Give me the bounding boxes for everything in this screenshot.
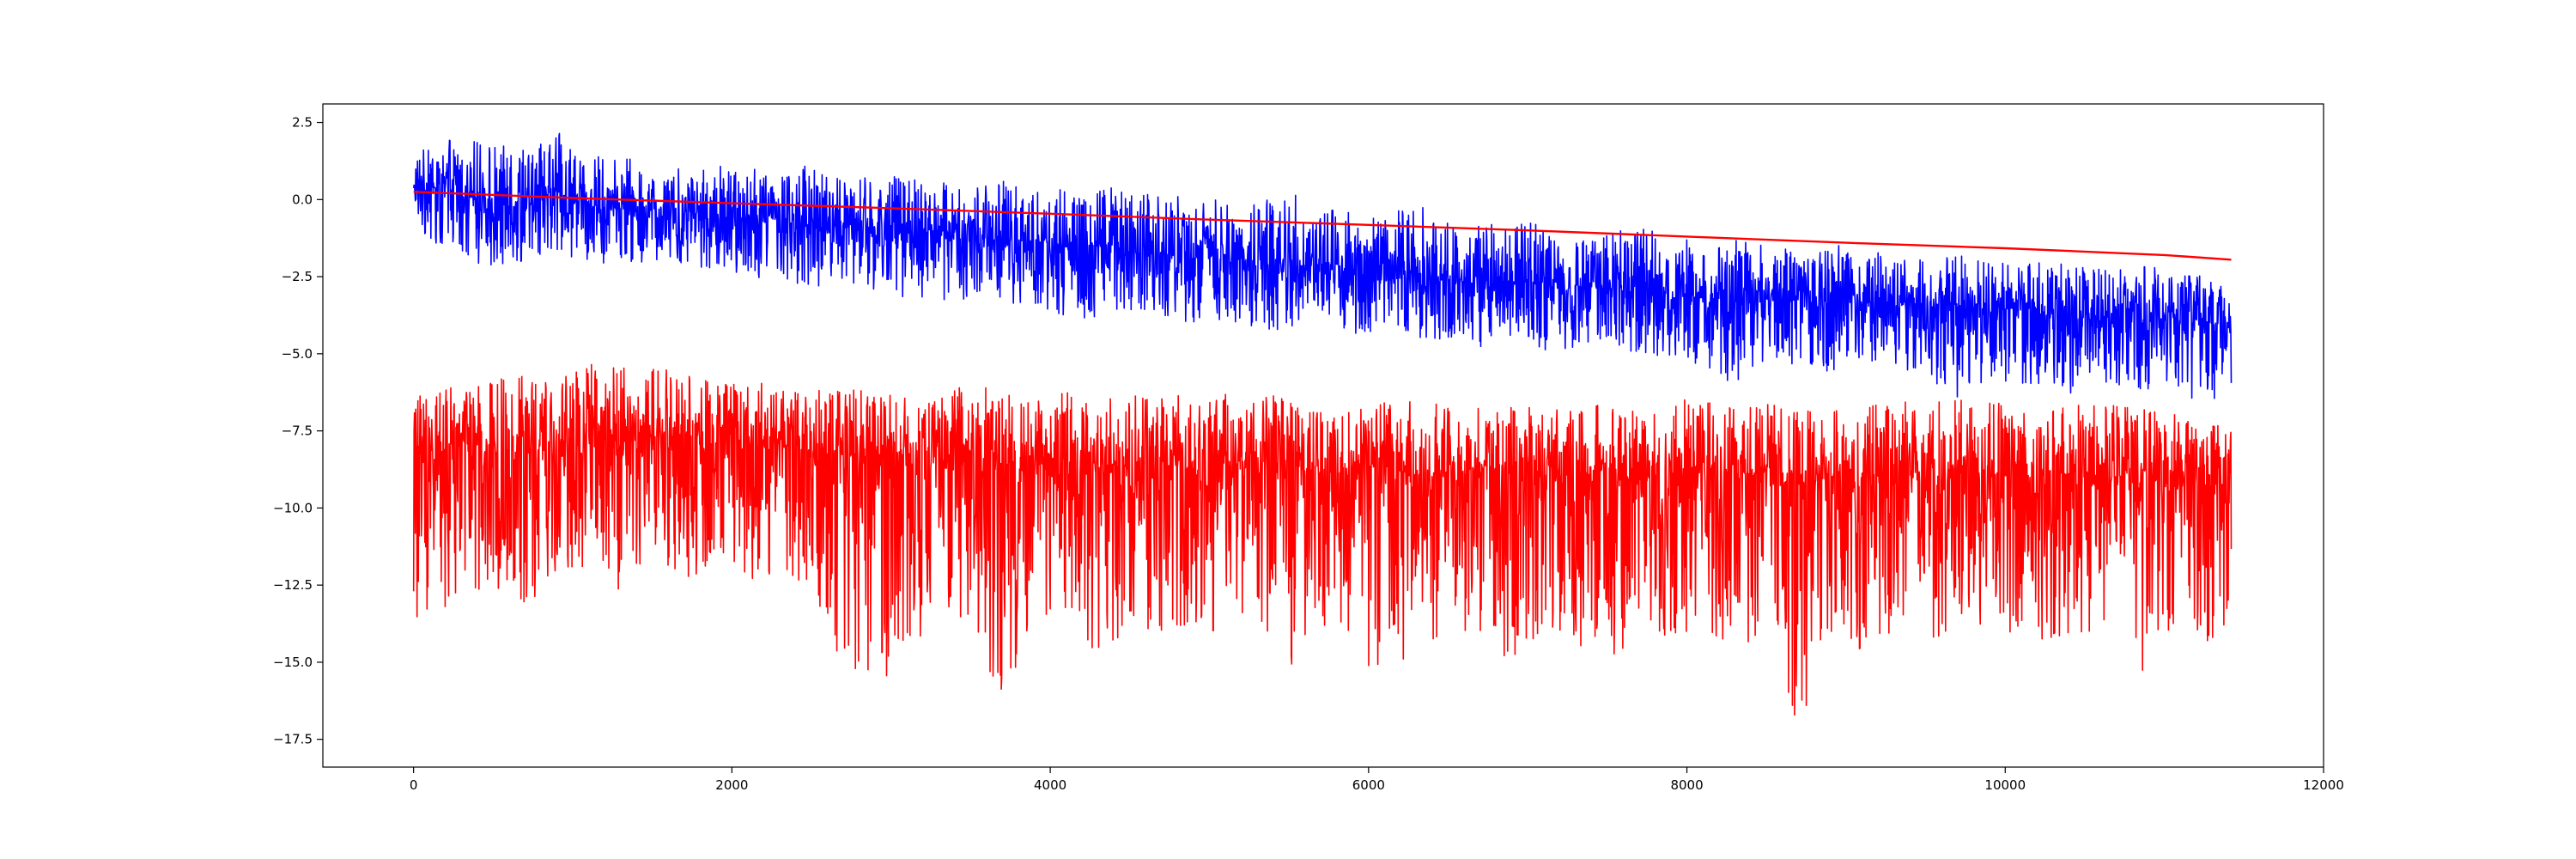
y-tick-label: −2.5 [282,269,313,284]
x-axis: 0 2000 4000 6000 8000 10000 12000 [410,767,2344,793]
y-axis: 2.5 0.0 −2.5 −5.0 −7.5 −10.0 −12.5 −15.0 −17.5 [273,115,323,747]
y-tick-label: −10.0 [273,500,313,515]
series-1-line [412,363,2233,716]
y-tick-label: −12.5 [273,577,313,593]
x-tick-label: 4000 [1034,777,1066,793]
series-2-line [413,191,2232,261]
x-tick-label: 0 [410,777,418,793]
series-0 [412,132,2233,399]
plot-area-frame [322,103,2324,768]
x-tick-label: 2000 [715,777,748,793]
y-tick-label: 0.0 [292,192,313,207]
series-0-line [412,132,2233,399]
y-tick-label: −7.5 [282,423,313,439]
y-tick-label: −5.0 [282,346,313,362]
x-tick-label: 10000 [1984,777,2026,793]
y-tick-label: −15.0 [273,655,313,670]
y-tick-label: −17.5 [273,732,313,747]
y-tick-label: 2.5 [292,115,313,131]
series-layer [412,132,2233,716]
x-tick-label: 8000 [1670,777,1703,793]
x-tick-label: 6000 [1352,777,1385,793]
series-2 [413,191,2232,261]
x-tick-label: 12000 [2303,777,2344,793]
series-1 [412,363,2233,716]
